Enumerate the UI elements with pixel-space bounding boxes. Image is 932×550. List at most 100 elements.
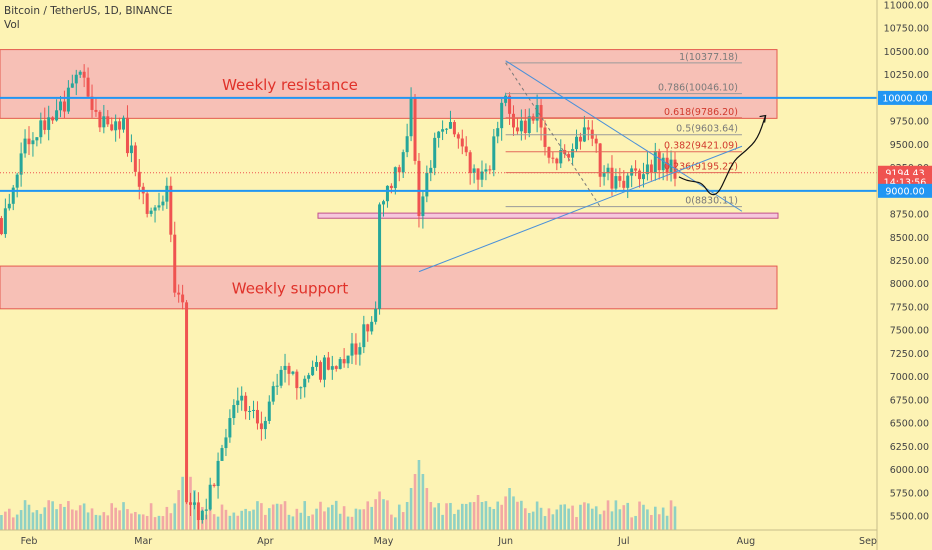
candle-body (122, 117, 126, 130)
volume-bar (551, 514, 555, 530)
volume-bar (55, 509, 58, 530)
volume-bar (480, 502, 484, 530)
candle-body (196, 502, 200, 521)
volume-bar (94, 514, 98, 530)
y-tick-label: 7000.00 (890, 372, 929, 383)
volume-bar (118, 510, 121, 530)
x-tick-label: Sep (859, 536, 877, 547)
candle-body (299, 387, 303, 389)
candle-body (429, 167, 433, 173)
volume-bar (437, 503, 440, 530)
candle-body (287, 365, 291, 374)
volume-bar (346, 516, 350, 530)
volume-bar (606, 500, 610, 530)
candle-body (43, 120, 47, 130)
fib-level-label: 0.786(10046.10) (658, 83, 738, 94)
x-tick-label: Apr (257, 536, 274, 547)
candle-body (488, 169, 492, 171)
candle-body (149, 210, 153, 214)
volume-bar (161, 516, 165, 530)
small-zone (317, 212, 779, 219)
volume-bar (134, 511, 137, 530)
volume-bar (244, 508, 247, 530)
candle-body (326, 357, 330, 370)
candle-body (0, 218, 3, 235)
volume-bar (405, 502, 409, 530)
y-tick-label: 5500.00 (890, 512, 929, 523)
volume-bar (370, 506, 373, 530)
zone-weekly-support (0, 265, 778, 310)
volume-bar (334, 500, 338, 530)
volume-bar (409, 488, 413, 530)
candle-body (421, 196, 425, 217)
candle-body (358, 347, 362, 355)
volume-bar (673, 506, 677, 530)
candle-body (382, 201, 386, 205)
candle-body (350, 343, 354, 356)
candle-body (413, 97, 417, 161)
volume-bar (0, 515, 3, 530)
candle-body (638, 170, 642, 180)
volume-bar (275, 503, 279, 530)
volume-bar (248, 511, 251, 530)
candle-body (263, 420, 267, 430)
candle-body (460, 138, 464, 147)
candle-body (15, 174, 19, 188)
candle-body (39, 120, 43, 138)
y-tick-label: 7500.00 (890, 326, 929, 337)
candle-body (496, 128, 500, 137)
volume-bar (264, 514, 267, 530)
volume-bar (102, 512, 106, 530)
volume-bar (460, 503, 464, 530)
candle-body (252, 409, 256, 411)
candle-body (665, 157, 669, 173)
candle-body (267, 401, 271, 421)
volume-bar (516, 501, 519, 530)
volume-bar (646, 509, 649, 530)
candle-body (70, 83, 74, 88)
volume-bar (43, 507, 47, 530)
volume-bar (433, 507, 437, 530)
candle-body (216, 460, 220, 487)
volume-bar (366, 501, 370, 530)
volume-bar (177, 490, 180, 530)
candle-body (236, 400, 240, 406)
price-label: 9000.00 (885, 186, 924, 197)
y-tick-label: 10750.00 (884, 24, 929, 35)
candle-body (248, 410, 252, 412)
volume-bar (394, 517, 397, 530)
volume-bar (476, 495, 480, 530)
symbol-title: Bitcoin / TetherUS, 1D, BINANCE (4, 5, 173, 17)
volume-bar (590, 508, 594, 530)
candle-body (145, 193, 149, 214)
volume-bar (299, 512, 303, 530)
y-tick-label: 8500.00 (890, 233, 929, 244)
volume-bar (449, 502, 452, 530)
candle-body (571, 149, 575, 158)
candle-body (271, 386, 275, 402)
volume-bar (417, 460, 421, 530)
volume-bar (208, 505, 212, 530)
candle-body (62, 101, 66, 112)
candle-body (594, 138, 598, 144)
candle-body (275, 385, 279, 387)
candle-body (448, 122, 452, 129)
candle-body (110, 124, 114, 131)
volume-bar (390, 514, 393, 530)
volume-bar (86, 512, 90, 530)
candle-body (515, 127, 519, 132)
y-tick-label: 8750.00 (890, 210, 929, 221)
candle-body (165, 185, 169, 202)
candle-body (480, 171, 484, 180)
x-tick-label: Jun (497, 536, 513, 547)
volume-bar (413, 474, 417, 530)
volume-bar (27, 504, 31, 530)
volume-bar (204, 514, 208, 530)
volume-bar (126, 509, 129, 530)
y-tick-label: 7250.00 (890, 349, 929, 360)
candle-body (315, 362, 319, 367)
volume-bar (311, 514, 314, 530)
candle-body (445, 128, 449, 130)
